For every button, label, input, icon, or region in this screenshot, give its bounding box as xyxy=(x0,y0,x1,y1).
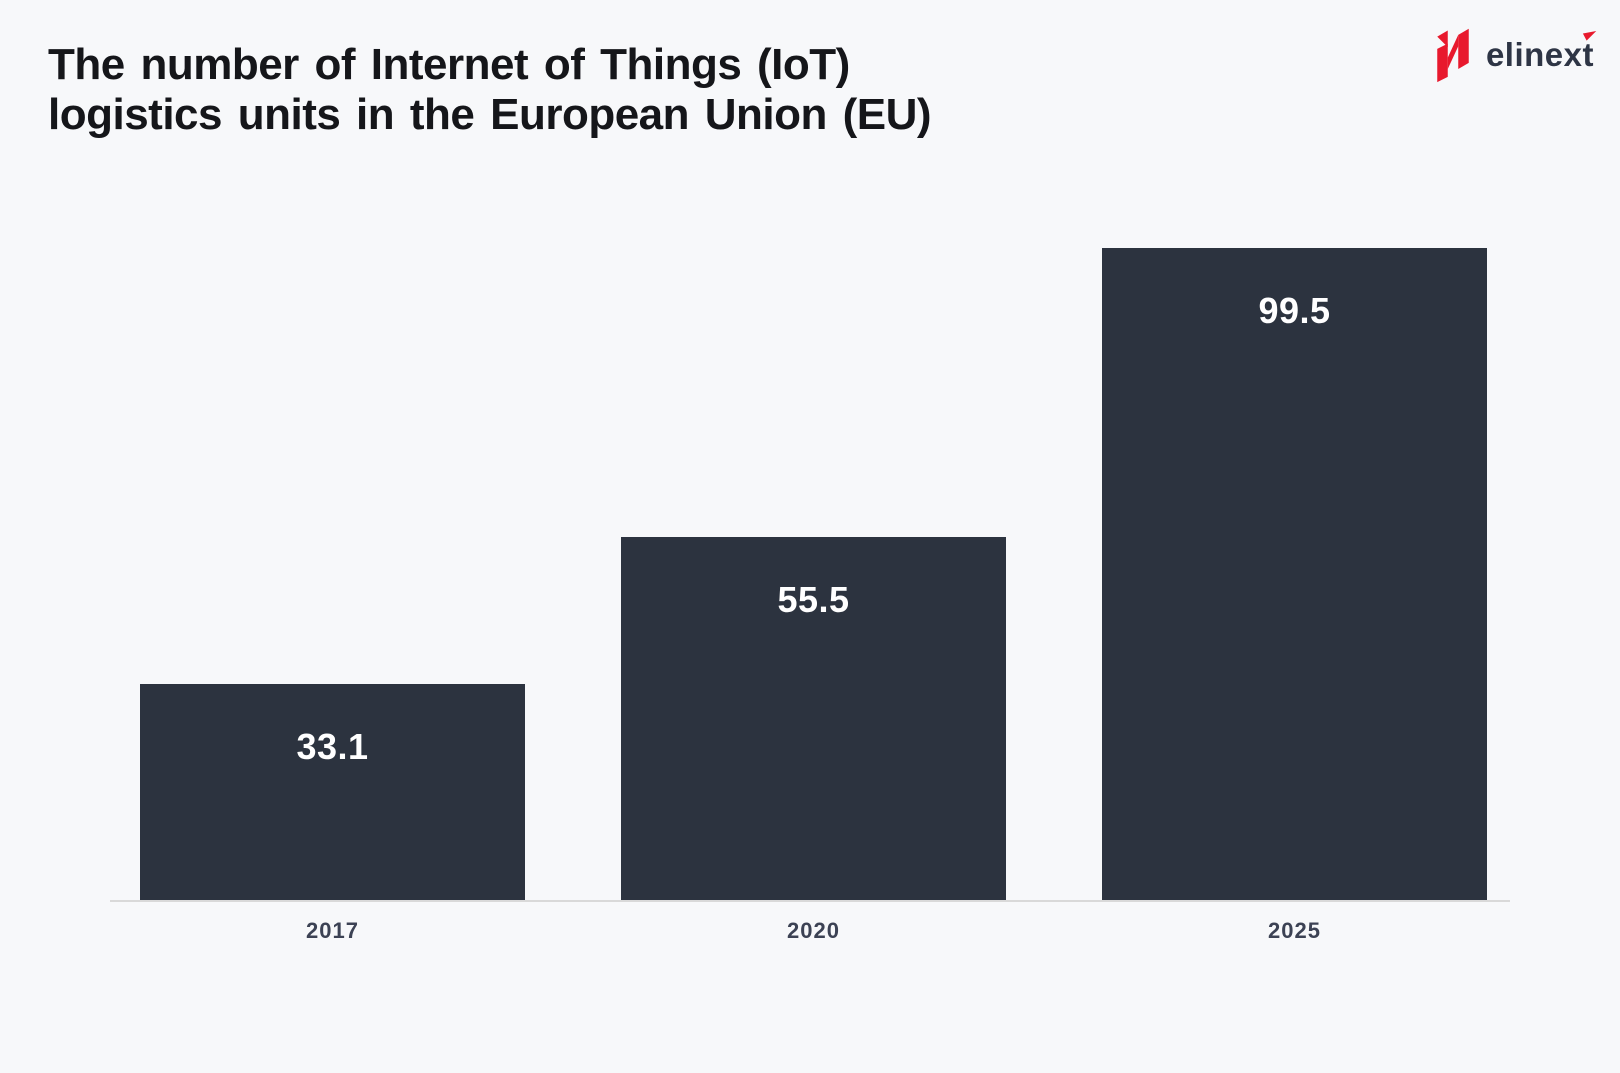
bar-value-label-2017: 33.1 xyxy=(296,726,369,767)
bar-2020: 55.5 xyxy=(621,537,1006,901)
bar-value-label-2025: 99.5 xyxy=(1258,290,1331,331)
x-axis-label-2025: 2025 xyxy=(1268,918,1321,943)
chart-title: The number of Internet of Things (IoT) l… xyxy=(48,40,932,140)
x-axis-label-2020: 2020 xyxy=(787,918,840,943)
x-axis-label-2017: 2017 xyxy=(306,918,359,943)
x-axis-line xyxy=(110,900,1510,902)
elinext-logo-icon xyxy=(1437,28,1469,83)
bar-2025: 99.5 xyxy=(1102,248,1487,901)
elinext-logo-wordmark: elinext xyxy=(1485,36,1594,73)
bar-2017: 33.1 xyxy=(140,684,525,901)
elinext-logo-text: elinext xyxy=(1485,27,1599,75)
bar-value-label-2020: 55.5 xyxy=(777,579,850,620)
elinext-logo: elinext xyxy=(1432,24,1599,86)
chart-title-line2: logistics units in the European Union (E… xyxy=(48,90,932,139)
chart-title-line1: The number of Internet of Things (IoT) xyxy=(48,40,850,89)
